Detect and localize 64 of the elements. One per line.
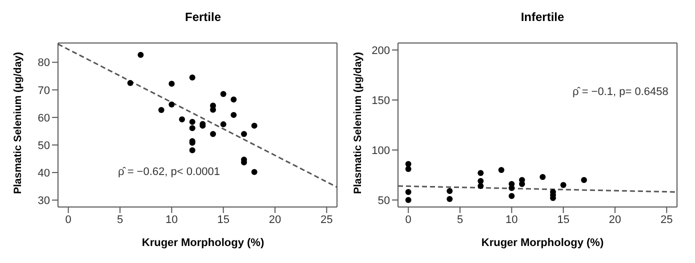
x-tick-label: 15 <box>556 214 569 226</box>
chart-title: Infertile <box>520 10 566 24</box>
point <box>477 178 484 184</box>
point <box>446 196 452 202</box>
x-tick-label: 0 <box>65 214 72 226</box>
y-axis-title: Plasmatic Selenium (µg/day) <box>352 52 364 194</box>
x-tick-label: 0 <box>404 214 411 226</box>
chart-title: Fertile <box>184 10 222 24</box>
point <box>179 116 185 122</box>
point <box>189 147 196 154</box>
point <box>230 112 237 118</box>
x-tick-label: 10 <box>505 214 518 226</box>
point <box>539 174 546 180</box>
point <box>404 197 411 203</box>
x-tick-label: 25 <box>320 214 333 226</box>
point <box>404 189 411 195</box>
point <box>230 96 237 103</box>
x-tick-label: 20 <box>608 214 621 226</box>
y-tick-label: 40 <box>38 167 50 180</box>
y-axis-title: Plasmatic Selenium (µg/day) <box>12 52 24 194</box>
point <box>560 182 566 188</box>
y-tick-label: 200 <box>371 44 390 57</box>
point <box>241 130 247 137</box>
y-tick-label: 70 <box>38 84 50 97</box>
x-tick-label: 5 <box>116 214 124 226</box>
point <box>508 193 514 199</box>
point <box>404 161 411 167</box>
x-tick-label: 5 <box>456 214 463 226</box>
x-tick-label: 20 <box>268 214 282 226</box>
point <box>446 188 452 194</box>
point <box>251 168 258 175</box>
point <box>477 170 484 176</box>
point <box>220 121 226 128</box>
x-axis-title: Kruger Morphology (%) <box>480 237 605 249</box>
x-axis-title: Kruger Morphology (%) <box>140 237 266 249</box>
point <box>138 52 144 58</box>
point <box>168 101 175 108</box>
point <box>158 106 164 113</box>
point <box>189 118 196 125</box>
point <box>477 183 484 189</box>
y-tick-label: 30 <box>38 195 50 208</box>
point <box>251 122 258 129</box>
point <box>404 166 411 172</box>
point <box>580 177 586 183</box>
point <box>518 181 524 187</box>
point <box>127 80 134 86</box>
y-tick-label: 100 <box>371 144 390 157</box>
annotation: ρ̂ = −0.62, p< 0.0001 <box>118 166 220 178</box>
x-tick-label: 10 <box>166 214 178 226</box>
y-tick-label: 150 <box>371 94 390 107</box>
point <box>189 74 196 80</box>
y-tick-label: 80 <box>38 57 50 70</box>
point <box>220 90 226 97</box>
x-tick-label: 25 <box>660 214 672 226</box>
annotation: ρ̂ = −0.1, p= 0.6458 <box>572 86 668 98</box>
point <box>168 80 175 87</box>
y-tick-label: 60 <box>38 112 50 124</box>
x-tick-label: 15 <box>217 214 230 226</box>
point <box>498 167 504 173</box>
point <box>189 125 196 132</box>
y-tick-label: 50 <box>377 194 390 207</box>
point <box>210 130 216 137</box>
point <box>508 185 514 191</box>
y-tick-label: 50 <box>38 140 50 152</box>
